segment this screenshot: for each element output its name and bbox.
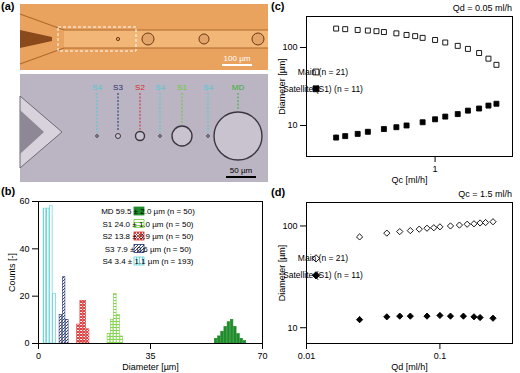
svg-text:S2: S2 — [135, 83, 145, 92]
svg-text:100: 100 — [282, 42, 297, 52]
svg-text:S3: S3 — [113, 83, 123, 92]
html-text:(c): (c) — [271, 0, 285, 12]
svg-text:50 µm: 50 µm — [230, 166, 253, 175]
svg-text:Qd = 0.05 ml/h: Qd = 0.05 ml/h — [453, 3, 512, 13]
svg-text:S4 3.4 ± 1.1 µm (n = 193): S4 3.4 ± 1.1 µm (n = 193) — [102, 257, 193, 266]
svg-text:Diameter [µm]: Diameter [µm] — [276, 244, 287, 302]
svg-text:10: 10 — [287, 120, 297, 130]
svg-text:Diameter [µm]: Diameter [µm] — [276, 58, 287, 115]
svg-text:Satellite (S1) (n = 11): Satellite (S1) (n = 11) — [283, 270, 363, 280]
svg-text:Qc [ml/h]: Qc [ml/h] — [391, 175, 427, 185]
svg-text:MD: MD — [232, 83, 245, 92]
svg-text:S2 13.8 ± 0.9 µm (n = 50): S2 13.8 ± 0.9 µm (n = 50) — [102, 232, 193, 241]
svg-text:70: 70 — [257, 351, 267, 361]
svg-text:Diameter [µm]: Diameter [µm] — [122, 362, 179, 372]
svg-text:MD 59.5 ± 2.0 µm (n = 50): MD 59.5 ± 2.0 µm (n = 50) — [101, 207, 195, 216]
svg-text:Qc = 1.5 ml/h: Qc = 1.5 ml/h — [458, 189, 512, 199]
svg-text:35: 35 — [145, 351, 155, 361]
svg-text:20: 20 — [19, 291, 29, 301]
svg-text:Counts [-]: Counts [-] — [7, 253, 17, 292]
html-text:(d): (d) — [271, 186, 285, 198]
svg-text:S4: S4 — [203, 83, 213, 92]
svg-text:Qd [ml/h]: Qd [ml/h] — [391, 362, 428, 372]
svg-text:S1: S1 — [177, 83, 187, 92]
svg-text:Main (n = 21): Main (n = 21) — [298, 67, 348, 77]
svg-text:S1 24.0 ± 1.0 µm (n = 50): S1 24.0 ± 1.0 µm (n = 50) — [102, 220, 193, 229]
svg-text:0: 0 — [24, 338, 29, 348]
svg-text:0: 0 — [36, 351, 41, 361]
svg-text:S3 7.9 ± 0.6 µm (n = 50): S3 7.9 ± 0.6 µm (n = 50) — [105, 245, 192, 254]
svg-text:10: 10 — [287, 323, 297, 333]
svg-text:Main (n = 21): Main (n = 21) — [298, 253, 348, 263]
svg-text:0.1: 0.1 — [434, 351, 447, 361]
svg-text:1: 1 — [433, 164, 438, 174]
svg-text:S4: S4 — [92, 83, 102, 92]
svg-text:Satellite (S1) (n = 11): Satellite (S1) (n = 11) — [283, 84, 363, 94]
svg-text:100 µm: 100 µm — [224, 54, 251, 63]
html-text:(b): (b) — [1, 185, 15, 197]
svg-text:0.01: 0.01 — [298, 351, 316, 361]
svg-text:60: 60 — [19, 196, 29, 206]
html-text:(a): (a) — [1, 0, 15, 12]
svg-text:40: 40 — [19, 244, 29, 254]
svg-text:100: 100 — [282, 221, 297, 231]
svg-text:S4: S4 — [155, 83, 165, 92]
